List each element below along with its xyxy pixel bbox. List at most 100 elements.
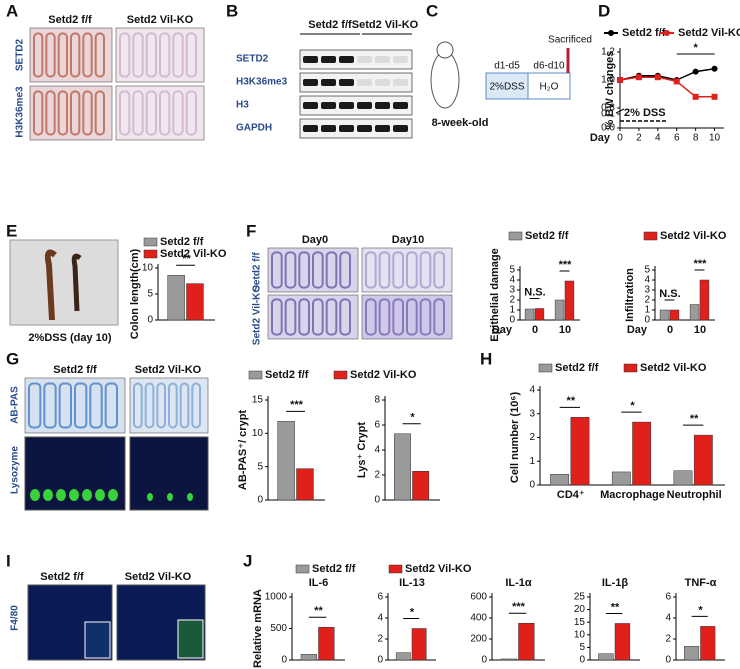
ihc-image-crypt <box>159 90 171 136</box>
x-tick-label: 8 <box>693 133 699 144</box>
blot-band <box>357 125 372 132</box>
he-image-crypt <box>339 298 352 336</box>
x-tick-label: Macrophage <box>600 489 665 501</box>
y-tick-label: 0 <box>481 655 487 666</box>
bar <box>534 308 545 321</box>
x-tick-label: 0 <box>532 324 538 336</box>
x-tick-label: 6 <box>674 133 680 144</box>
legend-swatch <box>333 370 348 380</box>
y-tick-label: 4 <box>665 613 671 624</box>
bar <box>570 417 590 486</box>
y-axis-label: Infiltration <box>624 268 636 322</box>
if-signal <box>56 489 66 501</box>
legend-label: Setd2 Vil-KO <box>405 563 472 575</box>
row-label: Setd2 Vil-KO <box>252 285 263 346</box>
column-label: Setd2 f/f <box>308 19 352 31</box>
he-image-crypt <box>325 298 338 336</box>
bar <box>167 275 185 321</box>
y-tick-label: 2 <box>377 634 383 645</box>
panel-letter: A <box>6 1 18 20</box>
bar <box>300 654 318 661</box>
ihc-image-crypt <box>45 90 56 136</box>
y-tick-label: 0.1 <box>601 109 615 120</box>
line <box>619 76 715 98</box>
panel-letter: I <box>6 551 11 570</box>
bar <box>700 626 716 661</box>
bar <box>518 623 535 661</box>
x-axis-label: Day <box>590 132 611 144</box>
y-tick-label: 600 <box>470 592 487 603</box>
if-image <box>129 436 209 511</box>
x-tick-label: 0 <box>667 324 673 336</box>
abpas-image-crypt <box>74 382 88 429</box>
row-label: F4/80 <box>10 605 21 631</box>
y-tick-label: 4 <box>644 275 650 286</box>
bar <box>524 308 535 321</box>
legend-swatch <box>295 564 310 574</box>
bar <box>669 309 680 321</box>
bar <box>296 468 314 501</box>
y-tick-label: 4 <box>377 613 383 624</box>
chart-title: IL-13 <box>399 577 425 589</box>
he-image-crypt <box>271 298 283 336</box>
y-tick-label: 5 <box>147 289 153 300</box>
y-tick-label: 10 <box>252 428 264 439</box>
row-label: SETD2 <box>236 54 269 65</box>
bar <box>684 646 700 661</box>
x-axis-label: Day <box>492 324 513 336</box>
legend-label: Setd2 Vil-KO <box>160 248 227 260</box>
column-label: Setd2 f/f <box>53 364 97 376</box>
legend-label: Setd2 Vil-KO <box>640 362 707 374</box>
bar <box>394 433 411 501</box>
he-image-crypt <box>312 251 324 289</box>
blot-band <box>321 102 336 109</box>
y-tick-label: 0 <box>579 655 585 666</box>
y-tick-label: 5 <box>579 642 585 653</box>
y-axis-label: Relative mRNA <box>252 589 264 668</box>
ihc-image-crypt <box>94 90 105 136</box>
ihc-image-crypt <box>70 32 81 78</box>
y-tick-label: 0 <box>147 315 153 326</box>
significance-label: ** <box>567 395 576 407</box>
blot-band <box>321 125 336 132</box>
column-label: Setd2 Vil-KO <box>135 364 202 376</box>
ihc-image-crypt <box>145 32 158 78</box>
ihc-image-crypt <box>172 90 184 136</box>
blot-band <box>393 125 408 132</box>
blot-band <box>339 79 354 86</box>
y-tick-label: 2 <box>665 634 671 645</box>
ihc-image-crypt <box>159 32 171 78</box>
bar <box>277 421 295 501</box>
bar <box>500 658 518 661</box>
if-signal <box>95 489 105 501</box>
bar <box>598 653 614 661</box>
chart-title: TNF-α <box>685 577 717 589</box>
y-tick-label: 1.0 <box>601 75 615 86</box>
bar <box>554 299 565 321</box>
blot-band <box>321 56 336 63</box>
point <box>692 68 699 75</box>
if-signal <box>187 493 193 501</box>
sacrificed-label: Sacrificed <box>548 35 592 46</box>
column-label: Day0 <box>302 234 328 246</box>
y-axis-label: AB-PAS⁺/ crypt <box>237 410 249 491</box>
y-tick-label: 15 <box>252 395 264 406</box>
ihc-image-crypt <box>33 90 44 136</box>
point <box>654 74 661 81</box>
legend-swatch <box>508 231 523 241</box>
he-image-crypt <box>433 298 446 336</box>
legend-label: Setd2 f/f <box>160 236 204 248</box>
legend-swatch <box>608 30 614 36</box>
dss-label: 2% DSS <box>624 107 666 119</box>
bar <box>689 304 700 321</box>
legend-swatch <box>388 564 403 574</box>
blot-band <box>303 125 318 132</box>
legend-swatch <box>143 237 158 247</box>
colon-shape <box>71 253 82 312</box>
period-label: d1-d5 <box>494 61 520 72</box>
if-signal <box>167 493 173 501</box>
he-image-crypt <box>419 251 432 289</box>
significance-label: * <box>693 42 698 54</box>
significance-label: * <box>410 412 415 424</box>
legend-label: Setd2 f/f <box>555 362 599 374</box>
